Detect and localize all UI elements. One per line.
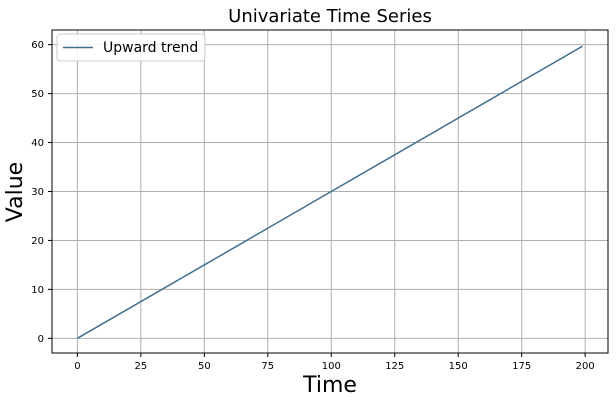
x-axis-label: Time [302,373,357,398]
y-tick-label: 50 [31,89,44,100]
y-tick-label: 40 [31,138,44,149]
y-tick-label: 20 [31,236,44,247]
y-tick-label: 0 [38,334,44,345]
legend-label: Upward trend [103,40,198,56]
y-axis-label: Value [3,162,28,222]
y-axis-ticks: 0 10 20 30 40 50 60 [31,40,52,345]
x-tick-label: 0 [74,361,80,372]
x-tick-label: 75 [261,361,274,372]
x-tick-label: 125 [385,361,404,372]
legend: Upward trend [56,33,206,62]
x-tick-label: 100 [322,361,341,372]
y-tick-label: 60 [31,40,44,51]
x-tick-label: 50 [198,361,211,372]
x-axis-ticks: 0 25 50 75 100 125 150 175 200 [74,353,595,372]
x-tick-label: 175 [512,361,531,372]
series-line-upward-trend [77,45,583,339]
x-tick-label: 25 [134,361,147,372]
legend-box [56,33,206,62]
y-tick-label: 30 [31,187,44,198]
x-tick-label: 200 [576,361,595,372]
x-tick-label: 150 [449,361,468,372]
y-tick-label: 10 [31,285,44,296]
chart-title: Univariate Time Series [228,6,432,27]
series-layer [77,45,583,339]
